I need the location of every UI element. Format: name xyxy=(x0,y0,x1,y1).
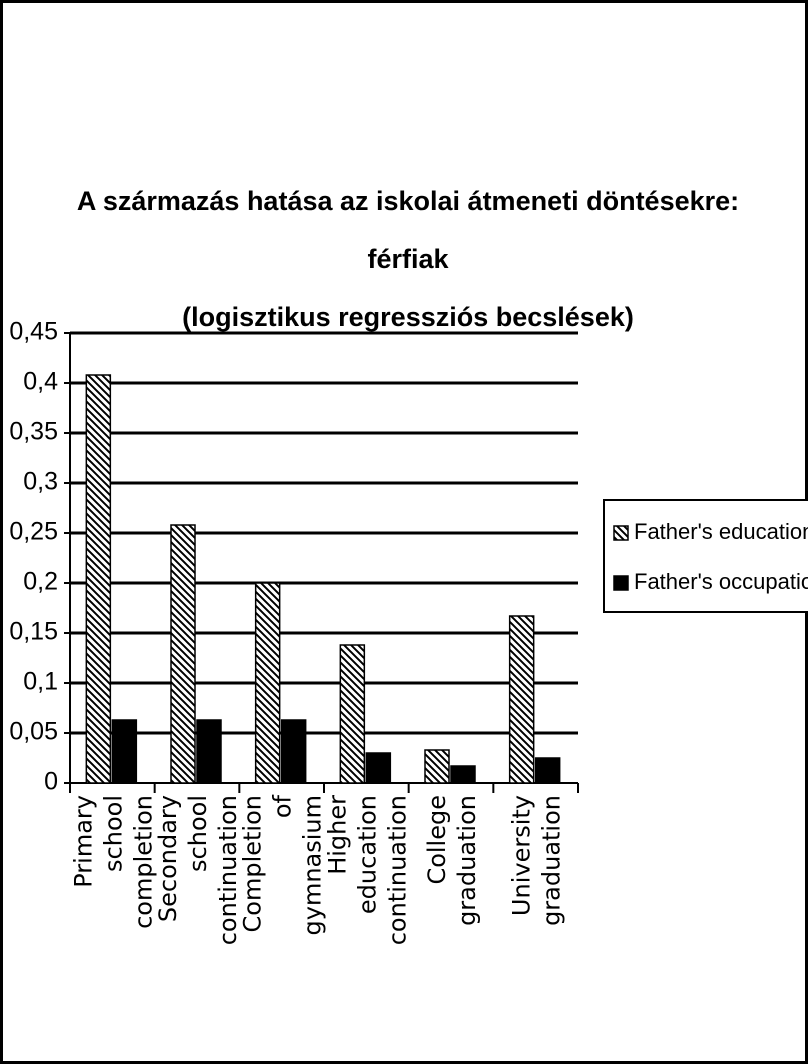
x-tick-label-line: Completion xyxy=(239,795,267,932)
x-tick-label-line: school xyxy=(99,795,127,880)
x-tick-label-line: school xyxy=(184,795,212,880)
y-tick-label: 0,05 xyxy=(9,718,58,746)
x-tick-label-line: College xyxy=(423,795,451,885)
y-tick-label: 0,45 xyxy=(9,318,58,346)
x-tick-label-line: graduation xyxy=(453,795,481,934)
y-tick-label: 0,2 xyxy=(23,568,58,596)
bar xyxy=(85,374,112,784)
x-tick-label-line: Secondary xyxy=(154,795,182,922)
x-tick-label-line: education xyxy=(353,795,381,922)
x-tick-label: Higher education continuation xyxy=(323,795,411,953)
y-tick-label: 0,1 xyxy=(23,668,58,696)
x-tick-label-line: continuation xyxy=(383,795,411,953)
legend-label: Father's occupation xyxy=(634,569,808,594)
legend-swatch xyxy=(613,575,629,591)
bar xyxy=(450,765,476,784)
x-tick-label-line: Primary xyxy=(69,795,97,888)
chart-title: A származás hatása az iskolai átmeneti d… xyxy=(77,186,739,216)
bar xyxy=(280,719,307,784)
x-tick-label-line: University xyxy=(508,795,536,916)
legend-label: Father's education xyxy=(634,519,808,544)
bar xyxy=(254,582,281,784)
chart-title: (logisztikus regressziós becslések) xyxy=(182,302,634,332)
x-tick-label-line: continuation xyxy=(214,795,242,953)
x-tick-label-line: of xyxy=(269,794,297,825)
x-tick-label: College graduation xyxy=(423,795,481,934)
bar xyxy=(196,719,222,784)
legend-box xyxy=(603,499,808,613)
x-tick-label: Completion of gymnasium xyxy=(239,794,327,943)
x-tick-label: Secondary school continuation xyxy=(154,795,242,953)
x-tick-label-line: graduation xyxy=(538,795,566,934)
x-tick-label-line: Higher xyxy=(323,795,351,875)
x-tick-label: University graduation xyxy=(508,795,566,934)
y-tick-label: 0 xyxy=(44,768,58,796)
bar xyxy=(365,752,392,784)
x-tick-label-line: completion xyxy=(129,795,157,937)
y-tick-label: 0,15 xyxy=(9,618,58,646)
bar xyxy=(111,719,138,784)
x-tick-label-line: gymnasium xyxy=(299,795,327,943)
y-tick-label: 0,4 xyxy=(23,368,58,396)
bar xyxy=(170,524,196,784)
y-tick-label: 0,25 xyxy=(9,518,58,546)
y-tick-label: 0,3 xyxy=(23,468,58,496)
bar xyxy=(508,615,535,784)
bar xyxy=(339,644,366,784)
bar xyxy=(534,757,561,784)
bar xyxy=(424,749,450,784)
y-tick-label: 0,35 xyxy=(9,418,58,446)
legend-swatch xyxy=(613,525,629,541)
x-tick-label: Primary school completion xyxy=(69,795,157,937)
chart-title: férfiak xyxy=(367,244,449,274)
